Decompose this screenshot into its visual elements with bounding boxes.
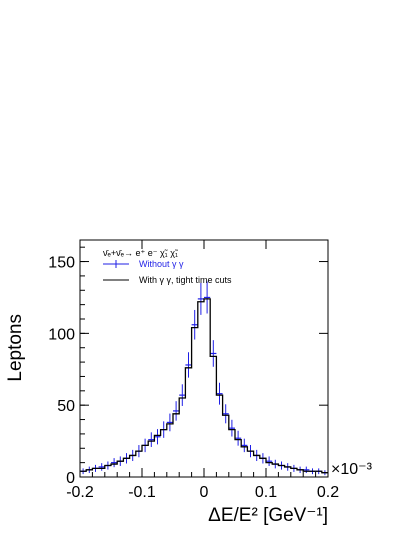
y-tick-label: 50 xyxy=(57,398,75,415)
x-tick-label: -0.2 xyxy=(66,484,94,501)
x-tick-label: 0.1 xyxy=(255,484,277,501)
y-axis-title: Leptons xyxy=(5,314,26,382)
legend-label-with: With γ γ, tight time cuts xyxy=(139,275,232,285)
x-tick-label: 0 xyxy=(200,484,209,501)
x-axis-title: ΔE/E² [GeV⁻¹] xyxy=(208,505,328,526)
series-line-with-gamma xyxy=(80,298,328,474)
legend: ν̄ₑ+ν̄ₑ→ e⁺ e⁻ χ̃₁ χ̃₁ Without γ γ With … xyxy=(103,248,232,285)
data-series xyxy=(80,281,328,476)
x-tick-label: -0.1 xyxy=(128,484,156,501)
y-tick-label: 0 xyxy=(66,470,75,487)
y-tick-label: 100 xyxy=(48,326,75,343)
y-tick-label: 150 xyxy=(48,255,75,272)
x-tick-label: 0.2 xyxy=(317,484,339,501)
x-axis-multiplier: ×10⁻³ xyxy=(331,461,373,478)
x-axis: -0.2 -0.1 0 0.1 0.2 xyxy=(66,240,339,501)
legend-label-without: Without γ γ xyxy=(139,259,184,269)
y-axis: 0 50 100 150 xyxy=(48,246,328,487)
legend-title: ν̄ₑ+ν̄ₑ→ e⁺ e⁻ χ̃₁ χ̃₁ xyxy=(103,248,179,258)
